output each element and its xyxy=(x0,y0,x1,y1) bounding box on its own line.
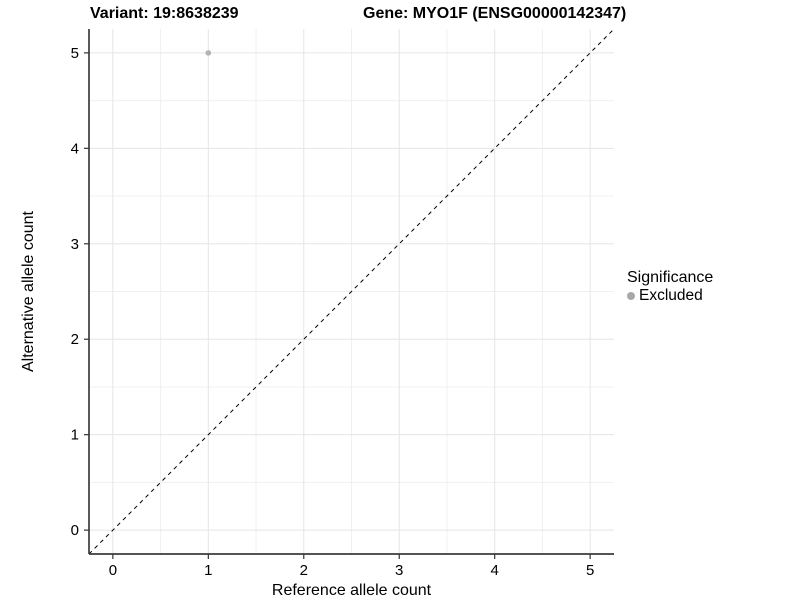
plot-title-variant: Variant: 19:8638239 xyxy=(90,5,239,22)
x-tick-label: 3 xyxy=(395,562,403,579)
x-tick-label: 0 xyxy=(109,562,117,579)
y-tick-label: 2 xyxy=(71,331,79,348)
legend-entry-excluded: Excluded xyxy=(627,287,713,305)
identity-reference-line xyxy=(88,28,615,555)
y-tick-label: 3 xyxy=(71,236,79,253)
y-tick-label: 4 xyxy=(71,140,79,157)
legend-title: Significance xyxy=(627,269,714,286)
y-axis-title: Alternative allele count xyxy=(20,210,37,372)
x-tick-label: 5 xyxy=(586,562,594,579)
y-tick-label: 0 xyxy=(71,522,79,539)
y-tick-label: 5 xyxy=(71,45,79,62)
legend: Significance Excluded xyxy=(627,268,713,305)
legend-entry-label: Excluded xyxy=(639,287,703,304)
x-tick-label: 4 xyxy=(491,562,499,579)
x-tick-label: 2 xyxy=(300,562,308,579)
data-point-excluded xyxy=(205,50,212,56)
legend-marker-circle-icon xyxy=(627,292,635,300)
y-tick-label: 1 xyxy=(71,427,79,444)
x-tick-label: 1 xyxy=(204,562,212,579)
x-axis-title: Reference allele count xyxy=(272,582,432,599)
plot-title-gene: Gene: MYO1F (ENSG00000142347) xyxy=(363,5,627,22)
